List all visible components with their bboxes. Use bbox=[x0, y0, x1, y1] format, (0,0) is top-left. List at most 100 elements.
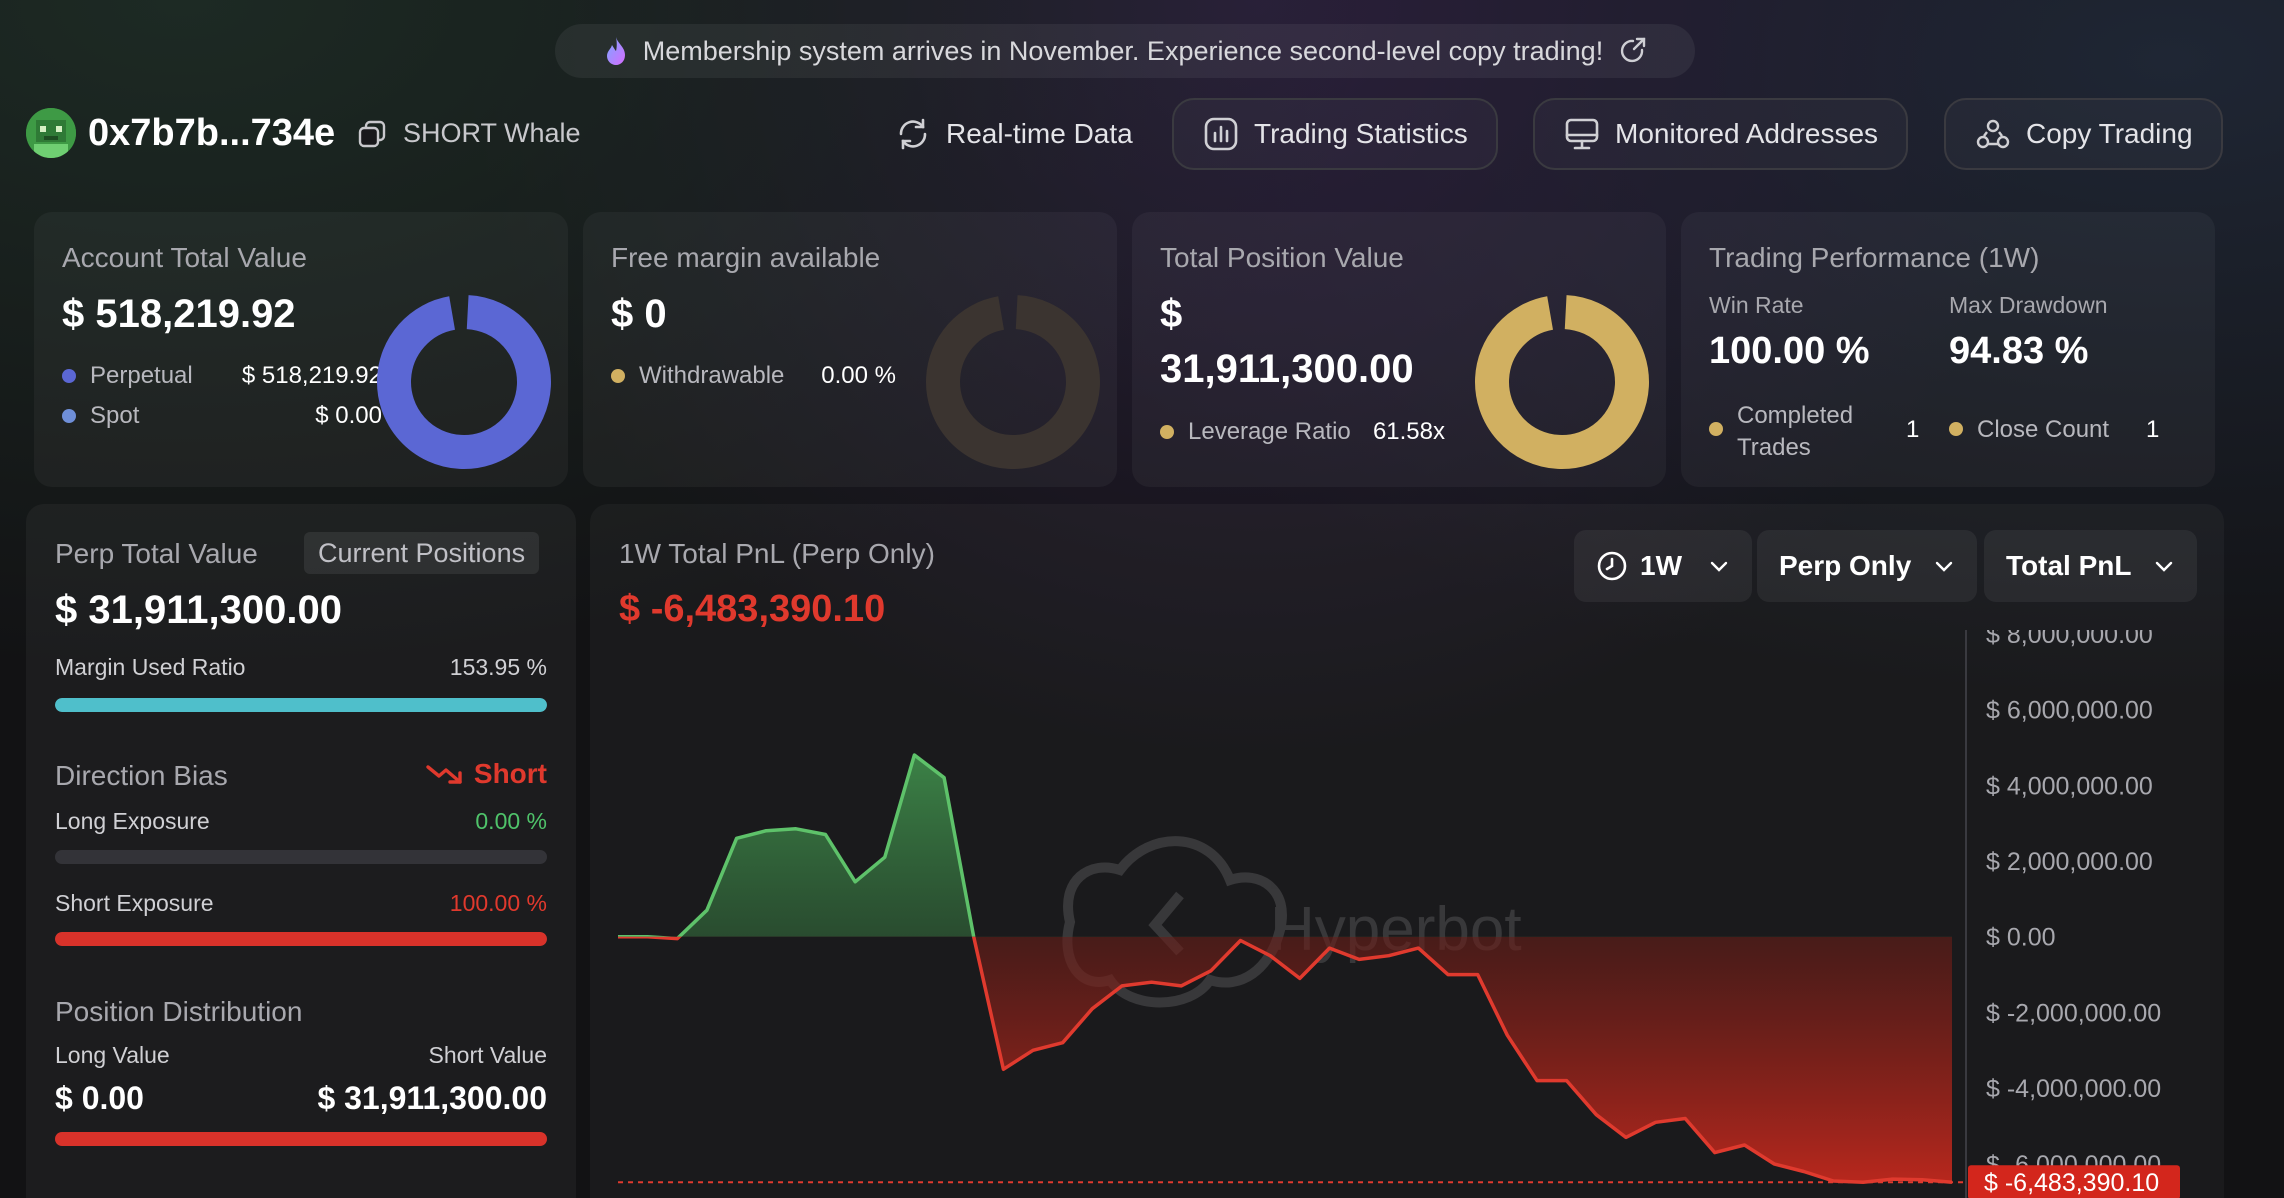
close-count-dot bbox=[1949, 422, 1963, 436]
bar-chart-icon bbox=[1204, 117, 1238, 151]
position-currency: $ bbox=[1160, 292, 1183, 336]
account-donut-chart bbox=[377, 295, 551, 469]
chevron-down-icon bbox=[1936, 561, 1953, 572]
flame-icon bbox=[606, 37, 625, 65]
leverage-label: Leverage Ratio bbox=[1188, 418, 1351, 445]
withdrawable-value: 0.00 % bbox=[821, 362, 896, 389]
metric-dropdown[interactable]: Total PnL bbox=[1984, 530, 2198, 602]
negative-area bbox=[647, 936, 1952, 1183]
position-distribution-title: Position Distribution bbox=[55, 996, 303, 1027]
close-count-label: Close Count bbox=[1977, 416, 2110, 443]
trading-statistics-button[interactable]: Trading Statistics bbox=[1172, 98, 1498, 170]
trading-statistics-label: Trading Statistics bbox=[1254, 118, 1468, 149]
short-value-amount: $ 31,911,300.00 bbox=[317, 1080, 547, 1116]
monitored-addresses-label: Monitored Addresses bbox=[1615, 118, 1879, 149]
y-tick-label: $ 4,000,000.00 bbox=[1986, 772, 2153, 800]
copy-trading-label: Copy Trading bbox=[2026, 118, 2193, 149]
completed-trades-label: Completed Trades bbox=[1737, 400, 1853, 464]
scope-dropdown[interactable]: Perp Only bbox=[1757, 530, 1978, 602]
y-tick-label: $ 0.00 bbox=[1986, 924, 2056, 952]
perpetual-label: Perpetual bbox=[90, 362, 193, 389]
position-donut-chart bbox=[1475, 295, 1649, 469]
margin-used-bar bbox=[55, 698, 547, 712]
position-distribution-bar bbox=[55, 1132, 547, 1146]
account-total-value: $ 518,219.92 bbox=[62, 292, 296, 336]
completed-dot bbox=[1709, 422, 1723, 436]
realtime-data-button[interactable]: Real-time Data bbox=[866, 98, 1161, 170]
margin-used-value: 153.95 % bbox=[449, 654, 547, 680]
period-dropdown[interactable]: 1W bbox=[1574, 530, 1752, 602]
direction-bias-label: Direction Bias bbox=[55, 760, 228, 791]
pnl-area-chart: Hyperbot $ 8,000,000.00$ 6,000,000.00$ 4… bbox=[618, 630, 2180, 1198]
margin-donut-chart bbox=[926, 295, 1100, 469]
users-icon bbox=[1976, 119, 2010, 149]
external-link-icon[interactable] bbox=[1617, 36, 1647, 66]
leverage-dot bbox=[1160, 425, 1174, 439]
refresh-icon bbox=[899, 118, 927, 150]
completed-label-line-1: Completed bbox=[1737, 402, 1854, 429]
withdrawable-label: Withdrawable bbox=[639, 362, 785, 389]
spot-label: Spot bbox=[90, 402, 140, 429]
close-count-value: 1 bbox=[2146, 416, 2160, 443]
long-value-label: Long Value bbox=[55, 1042, 170, 1068]
long-exposure-bar bbox=[55, 850, 547, 864]
metric-value: Total PnL bbox=[2006, 550, 2132, 581]
y-axis-ticks: $ 8,000,000.00 $ 6,000,000.00 $ 4,000,000.… bbox=[1986, 630, 2161, 1179]
period-value: 1W bbox=[1640, 550, 1682, 581]
avatar bbox=[26, 108, 76, 158]
win-rate-value: 100.00 % bbox=[1709, 330, 1870, 372]
spot-dot bbox=[62, 409, 76, 423]
win-rate-label: Win Rate bbox=[1709, 292, 1804, 318]
perp-summary-panel: Perp Total Value Current Positions $ 31,… bbox=[26, 504, 576, 1198]
perp-total-title: Perp Total Value bbox=[55, 538, 258, 569]
chevron-down-icon bbox=[2156, 561, 2173, 572]
positive-area bbox=[618, 755, 1952, 937]
short-exposure-label: Short Exposure bbox=[55, 890, 214, 916]
trend-down-icon bbox=[426, 765, 462, 784]
short-exposure-value: 100.00 % bbox=[449, 890, 547, 916]
chevron-down-icon bbox=[1710, 561, 1728, 572]
withdrawable-dot bbox=[611, 369, 625, 383]
account-total-value-card: Account Total Value $ 518,219.92 Perpetu… bbox=[34, 212, 568, 487]
y-tick-label: $ -2,000,000.00 bbox=[1986, 999, 2161, 1027]
card-title: Total Position Value bbox=[1160, 242, 1404, 273]
long-value-amount: $ 0.00 bbox=[55, 1080, 144, 1116]
spot-row: Spot $ 0.00 bbox=[62, 402, 382, 430]
perpetual-row: Perpetual $ 518,219.92 bbox=[62, 362, 382, 390]
max-drawdown-value: 94.83 % bbox=[1949, 330, 2089, 372]
perp-total-value: $ 31,911,300.00 bbox=[55, 588, 342, 632]
banner-text: Membership system arrives in November. E… bbox=[642, 35, 1604, 66]
current-value-tag: $ -6,483,390.10 bbox=[1968, 1165, 2180, 1198]
y-tick-label: $ 2,000,000.00 bbox=[1986, 848, 2153, 876]
pnl-title: 1W Total PnL (Perp Only) bbox=[619, 538, 935, 569]
withdrawable-row: Withdrawable 0.00 % bbox=[611, 362, 896, 390]
copy-trading-button[interactable]: Copy Trading bbox=[1944, 98, 2223, 170]
perpetual-value: $ 518,219.92 bbox=[241, 362, 382, 389]
short-exposure-fill bbox=[55, 932, 547, 946]
current-value-text: $ -6,483,390.10 bbox=[1984, 1169, 2159, 1197]
pnl-chart-panel: 1W Total PnL (Perp Only) $ -6,483,390.10 bbox=[590, 504, 2224, 1198]
margin-used-label: Margin Used Ratio bbox=[55, 654, 246, 680]
y-tick-label: $ 6,000,000.00 bbox=[1986, 697, 2153, 725]
leverage-row: Leverage Ratio 61.58x bbox=[1160, 418, 1445, 446]
monitored-addresses-button[interactable]: Monitored Addresses bbox=[1533, 98, 1909, 170]
card-title: Account Total Value bbox=[62, 242, 307, 273]
completed-trades-value: 1 bbox=[1906, 416, 1920, 443]
short-value-label: Short Value bbox=[428, 1042, 547, 1068]
monitor-icon bbox=[1565, 118, 1599, 150]
leverage-value: 61.58x bbox=[1372, 418, 1445, 445]
scope-value: Perp Only bbox=[1779, 550, 1912, 581]
clock-icon bbox=[1597, 551, 1627, 581]
pnl-value: $ -6,483,390.10 bbox=[619, 588, 886, 630]
free-margin-card: Free margin available $ 0 Withdrawable 0… bbox=[583, 212, 1117, 487]
long-exposure-label: Long Exposure bbox=[55, 808, 210, 834]
announcement-banner[interactable]: Membership system arrives in November. E… bbox=[555, 24, 1695, 78]
trading-performance-card: Trading Performance (1W) Win Rate 100.00… bbox=[1681, 212, 2215, 487]
current-positions-tab[interactable]: Current Positions bbox=[304, 532, 540, 574]
total-position-value: 31,911,300.00 bbox=[1160, 347, 1414, 391]
y-tick-label: $ 8,000,000.00 bbox=[1986, 630, 2153, 649]
margin-used-fill bbox=[55, 698, 547, 712]
direction-bias-text: Short bbox=[473, 758, 547, 789]
positive-line bbox=[618, 753, 976, 937]
copy-icon[interactable] bbox=[356, 118, 388, 150]
